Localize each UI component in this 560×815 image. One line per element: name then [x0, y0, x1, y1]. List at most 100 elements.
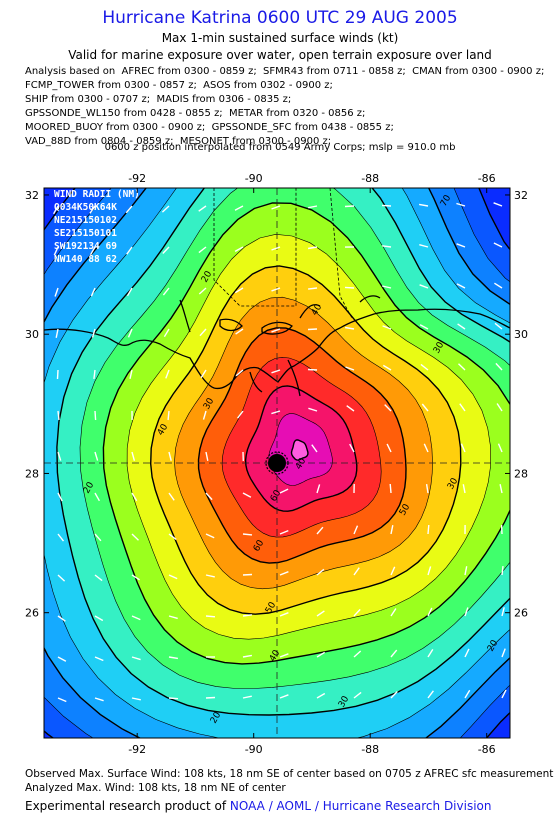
wind-vector [496, 403, 503, 412]
wind-vector [390, 566, 396, 576]
wind-vector [501, 607, 505, 617]
wind-vector [497, 443, 503, 453]
wind-vector [200, 369, 207, 378]
wind-vector [353, 650, 362, 658]
lat-tick-label: 28 [514, 467, 528, 480]
wind-vector [344, 326, 355, 330]
wind-vector [168, 492, 175, 501]
wind-vector [57, 697, 67, 703]
hrd-link[interactable]: NOAA / AOML / Hurricane Research Divisio… [229, 799, 492, 813]
wind-vector [202, 410, 207, 420]
credit-line: Experimental research product of NOAA / … [25, 799, 491, 813]
wind-vector [89, 246, 96, 256]
wind-vector [427, 649, 434, 658]
lon-tick-label: -90 [245, 172, 263, 185]
wind-vector [308, 205, 318, 209]
wind-vector [94, 451, 99, 461]
wind-vector [271, 205, 281, 210]
wind-vector [234, 246, 244, 253]
wind-vector [389, 483, 392, 494]
lon-tick-label: -86 [478, 743, 496, 756]
wind-vector [161, 205, 170, 213]
wind-vector [456, 243, 466, 248]
wind-vector [168, 451, 172, 461]
wind-vector [316, 692, 326, 699]
wind-vector [345, 366, 355, 371]
wind-vector [126, 287, 133, 297]
wind-vector [131, 615, 141, 621]
wind-vector [93, 369, 96, 379]
wind-vector [55, 328, 59, 338]
lat-tick-label: 26 [514, 607, 528, 620]
wind-vector [242, 614, 252, 617]
wind-vector [353, 691, 362, 699]
wind-vector [316, 651, 326, 658]
wind-vector [279, 488, 289, 494]
state-borders [213, 188, 353, 319]
exposure-note: Valid for marine exposure over water, op… [68, 48, 492, 62]
wind-vector [168, 533, 177, 540]
wind-vector [307, 368, 318, 371]
wind-vector [382, 245, 392, 248]
wind-vector [462, 484, 466, 494]
wind-radii-title: WIND RADII (NM) [54, 189, 140, 200]
wind-vector [307, 328, 318, 331]
wind-vector [271, 287, 281, 292]
wind-vector [353, 525, 359, 535]
wind-vector [131, 574, 140, 581]
wind-vector [94, 615, 104, 622]
wind-vector [198, 246, 207, 254]
wind-vector [168, 697, 179, 700]
wind-vector [271, 410, 281, 415]
wind-vector [162, 287, 170, 296]
analysis-line: Analysis based on AFREC from 0300 - 0859… [25, 66, 545, 77]
wind-vector [234, 287, 244, 294]
wind-vector [311, 444, 318, 453]
wind-vector [235, 369, 244, 377]
wind-vector [205, 574, 215, 578]
wind-vector [168, 656, 179, 660]
wind-vector [237, 410, 244, 419]
lat-tick-label: 32 [514, 189, 528, 202]
wind-vector [127, 328, 133, 338]
wind-vector [163, 328, 170, 338]
wind-vector [420, 363, 429, 371]
wind-vector [271, 246, 281, 251]
wind-vector [427, 524, 430, 535]
lon-tick-label: -86 [478, 172, 496, 185]
wind-radii-nw: NW140 88 62 [54, 254, 117, 265]
wind-vector [57, 533, 65, 542]
wind-radii-ne: NE215150102 [54, 215, 117, 226]
wind-vector [316, 484, 321, 494]
wind-vector [94, 656, 104, 662]
wind-band [290, 439, 309, 461]
wind-vector [54, 287, 59, 297]
wind-vector [131, 451, 136, 461]
wind-vector [198, 205, 207, 212]
lat-tick-label: 30 [514, 328, 528, 341]
wind-vector [57, 410, 60, 420]
lat-tick-label: 28 [25, 467, 39, 480]
wind-vector [423, 443, 429, 453]
observed-max-wind: Observed Max. Surface Wind: 108 kts, 18 … [25, 768, 554, 780]
analysis-line: SHIP from 0300 - 0707 z; MADIS from 0306… [25, 94, 292, 105]
latitude-axis: 32 30 28 26 32 30 28 26 [25, 189, 528, 620]
wind-vector [94, 410, 97, 421]
wind-vector [94, 697, 104, 702]
wind-radii-box: WIND RADII (NM) Q034K50K64K NE215150102 … [54, 189, 140, 265]
wind-vector [427, 607, 433, 617]
wind-vector [494, 322, 503, 330]
wind-vector [316, 568, 325, 576]
wind-vector [458, 363, 466, 371]
wind-vector [94, 574, 103, 582]
wind-vector [419, 244, 429, 248]
wind-vector [57, 615, 66, 622]
wind-vector [456, 202, 466, 207]
wind-vector [279, 571, 289, 576]
wind-vector [307, 246, 318, 250]
wind-vector [390, 649, 398, 658]
wind-vector [419, 324, 429, 330]
wind-vector [131, 697, 141, 701]
wind-radii-sw: SW192134 69 [54, 241, 117, 252]
